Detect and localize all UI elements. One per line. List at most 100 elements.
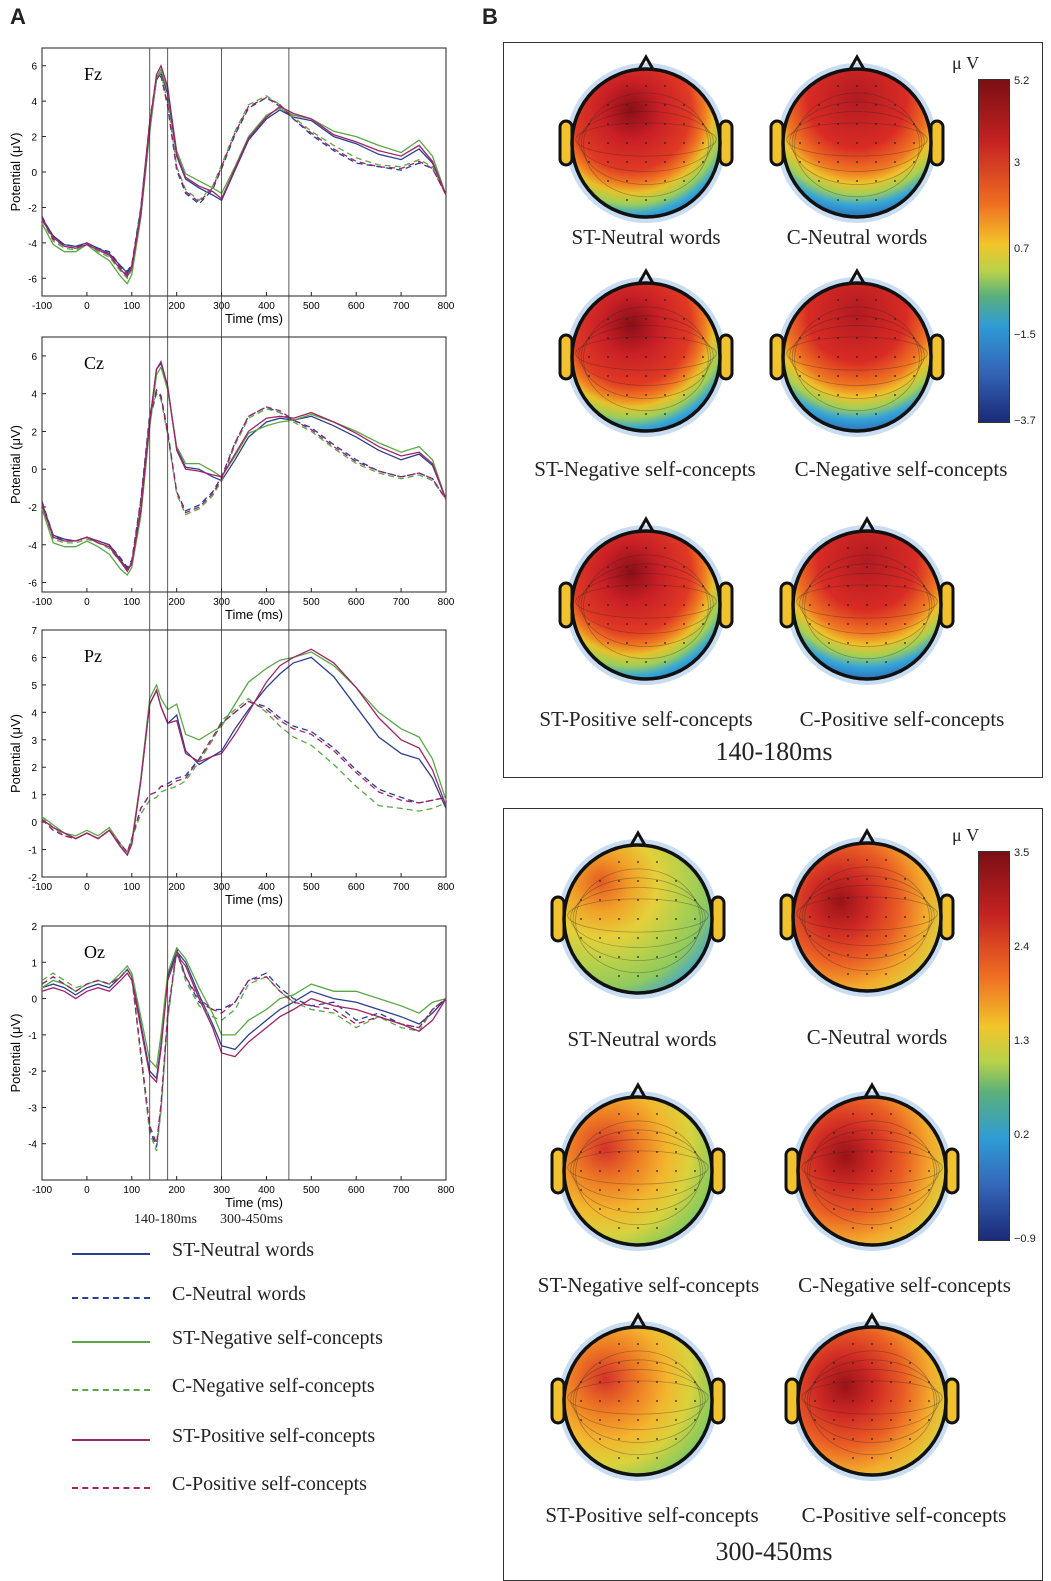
electrode-dot xyxy=(866,547,868,549)
topo-window-label: 140-180ms xyxy=(674,737,874,767)
y-axis-label: Potential (μV) xyxy=(8,1013,23,1092)
topo-condition-label: C-Positive self-concepts xyxy=(772,707,1032,732)
electrode-dot xyxy=(818,104,820,106)
x-tick-label: 600 xyxy=(348,597,365,608)
topo-map xyxy=(784,1309,960,1490)
electrode-dot xyxy=(909,1132,911,1134)
electrode-dot xyxy=(871,1170,873,1172)
electrode-dot xyxy=(626,199,628,201)
electrode-dot xyxy=(909,1381,911,1383)
electrode-dot xyxy=(814,1381,816,1383)
legend-item: C-Positive self-concepts xyxy=(72,1472,432,1502)
electrode-dot xyxy=(702,123,704,125)
channel-label: Oz xyxy=(84,942,105,962)
electrode-dot xyxy=(664,199,666,201)
electrode-dot xyxy=(664,623,666,625)
electrode-dot xyxy=(928,1151,930,1153)
topo-map xyxy=(550,1079,726,1260)
electrode-dot xyxy=(866,878,868,880)
x-tick-label: 200 xyxy=(168,1185,185,1196)
electrode-dot xyxy=(833,1381,835,1383)
electrode-dot xyxy=(588,356,590,358)
electrode-dot xyxy=(683,123,685,125)
y-tick-label: 4 xyxy=(31,390,37,401)
electrode-dot xyxy=(599,956,601,958)
electrode-dot xyxy=(866,642,868,644)
electrode-dot xyxy=(683,642,685,644)
erp-chart-pz: -2-101234567-100 0 100 200 300 400 500 600 700 80… xyxy=(8,626,455,907)
electrode-dot xyxy=(847,566,849,568)
x-tick-label: -100 xyxy=(32,1185,52,1196)
electrode-dot xyxy=(875,180,877,182)
electrode-dot xyxy=(626,413,628,415)
electrode-dot xyxy=(866,859,868,861)
electrode-dot xyxy=(885,661,887,663)
series-line xyxy=(42,951,446,1078)
topo-window-label: 300-450ms xyxy=(674,1537,874,1567)
right-ear xyxy=(931,335,943,379)
electrode-dot xyxy=(618,1400,620,1402)
electrode-dot xyxy=(885,878,887,880)
electrode-dot xyxy=(904,623,906,625)
x-tick-label: 600 xyxy=(348,1185,365,1196)
electrode-dot xyxy=(828,623,830,625)
electrode-dot xyxy=(645,337,647,339)
electrode-dot xyxy=(675,880,677,882)
electrode-dot xyxy=(664,375,666,377)
electrode-dot xyxy=(837,142,839,144)
electrode-dot xyxy=(618,937,620,939)
electrode-dot xyxy=(847,623,849,625)
electrode-dot xyxy=(683,356,685,358)
electrode-dot xyxy=(626,318,628,320)
legend-swatch xyxy=(72,1341,150,1343)
right-ear xyxy=(712,897,724,941)
electrode-dot xyxy=(618,1132,620,1134)
electrode-dot xyxy=(852,1151,854,1153)
electrode-dot xyxy=(645,585,647,587)
electrode-dot xyxy=(683,180,685,182)
channel-label: Pz xyxy=(84,646,102,666)
y-tick-label: 0 xyxy=(31,995,37,1006)
right-ear xyxy=(941,583,953,627)
electrode-dot xyxy=(885,935,887,937)
electrode-dot xyxy=(890,1438,892,1440)
electrode-dot xyxy=(818,161,820,163)
electrode-dot xyxy=(580,1419,582,1421)
electrode-dot xyxy=(833,1189,835,1191)
electrode-dot xyxy=(599,1170,601,1172)
electrode-dot xyxy=(904,642,906,644)
electrode-dot xyxy=(626,142,628,144)
electrode-dot xyxy=(675,1208,677,1210)
right-ear xyxy=(946,1379,958,1423)
y-axis-label: Potential (μV) xyxy=(8,714,23,793)
electrode-dot xyxy=(928,1170,930,1172)
electrode-dot xyxy=(885,973,887,975)
electrode-dot xyxy=(675,1132,677,1134)
electrode-dot xyxy=(799,337,801,339)
electrode-dot xyxy=(683,104,685,106)
electrode-dot xyxy=(599,918,601,920)
electrode-dot xyxy=(871,1381,873,1383)
electrode-dot xyxy=(626,566,628,568)
right-ear xyxy=(720,121,732,165)
electrode-dot xyxy=(847,897,849,899)
electrode-dot xyxy=(828,642,830,644)
electrode-dot xyxy=(618,1362,620,1364)
left-ear xyxy=(560,121,572,165)
y-tick-label: 6 xyxy=(31,653,37,664)
electrode-dot xyxy=(856,104,858,106)
electrode-dot xyxy=(809,935,811,937)
electrode-dot xyxy=(599,1400,601,1402)
electrode-dot xyxy=(645,299,647,301)
electrode-dot xyxy=(637,1208,639,1210)
electrode-dot xyxy=(866,973,868,975)
electrode-dot xyxy=(866,935,868,937)
electrode-dot xyxy=(656,1362,658,1364)
topo-condition-label: C-Negative self-concepts xyxy=(766,457,1036,482)
y-tick-label: -4 xyxy=(28,1140,37,1151)
electrode-dot xyxy=(645,642,647,644)
electrode-dot xyxy=(618,956,620,958)
electrode-dot xyxy=(923,916,925,918)
electrode-dot xyxy=(588,161,590,163)
electrode-dot xyxy=(890,1343,892,1345)
